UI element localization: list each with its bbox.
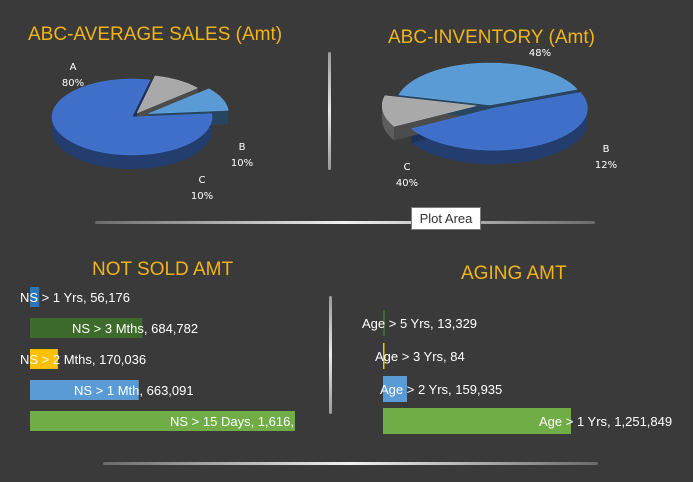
bar2-bar-3: [383, 408, 571, 434]
average-sales-title: ABC-AVERAGE SALES (Amt): [28, 24, 283, 45]
bar2-bar-1: [383, 343, 385, 369]
bar1-label-4: NS > 15 Days, 1,616,: [170, 414, 294, 429]
pie2-slice-a: [410, 92, 588, 151]
bar1-bar-4: [30, 411, 295, 431]
aging-title: AGING AMT: [461, 263, 567, 284]
inventory-pie-chart: A48%B12%C40%: [381, 48, 617, 189]
pie1-slice-a: [51, 78, 213, 156]
pie1-label-c: C: [199, 175, 206, 186]
pie2-percent-c: 40%: [396, 178, 418, 189]
not-sold-title: NOT SOLD AMT: [92, 259, 234, 280]
pie2-percent-a: 48%: [529, 48, 551, 59]
bar2-label-1: Age > 3 Yrs, 84: [375, 349, 465, 364]
plot-area-tooltip: Plot Area: [411, 207, 481, 230]
bar2-label-3: Age > 1 Yrs, 1,251,849: [539, 414, 672, 429]
bar1-bar-1: [30, 318, 143, 338]
pie1-percent-a: 80%: [62, 78, 84, 89]
bar2-bar-0: [383, 310, 386, 336]
bar1-bar-2: [30, 349, 58, 369]
bar1-label-3: NS > 1 Mth, 663,091: [74, 383, 194, 398]
pie1-label-a: A: [70, 62, 77, 73]
bar1-label-1: NS > 3 Mths, 684,782: [72, 321, 198, 336]
average-sales-pie-chart: A 80% B 10% C 10%: [51, 62, 253, 202]
bar2-bar-2: [383, 376, 408, 402]
pie2-slice-c: [398, 62, 578, 106]
pie2-slice-b: [381, 95, 477, 127]
pie2-percent-b: 12%: [595, 160, 617, 171]
pie1-label-b: B: [239, 142, 246, 153]
bar1-bar-0: [30, 287, 40, 307]
pie1-slice-b: [136, 75, 199, 114]
bar1-label-2: NS > 2 Mths, 170,036: [20, 352, 146, 367]
divider-top-vertical: [328, 52, 331, 170]
not-sold-bar-chart: NS > 1 Yrs, 56,176 NS > 3 Mths, 684,782 NS…: [20, 287, 295, 431]
aging-bar-chart: Age > 5 Yrs, 13,329 Age > 3 Yrs, 84 Age > …: [362, 310, 672, 434]
bar2-label-2: Age > 2 Yrs, 159,935: [380, 382, 502, 397]
pie1-percent-c: 10%: [191, 191, 213, 202]
bar1-label-0: NS > 1 Yrs, 56,176: [20, 290, 130, 305]
divider-bottom-horizontal: [103, 462, 598, 465]
pie1-percent-b: 10%: [231, 158, 253, 169]
pie1-slice-c: [148, 88, 229, 114]
divider-bottom-vertical: [329, 296, 332, 414]
pie2-label-b: B: [603, 144, 610, 155]
divider-middle-horizontal: [95, 221, 595, 224]
pie2-label-c: C: [404, 162, 411, 173]
bar2-label-0: Age > 5 Yrs, 13,329: [362, 316, 477, 331]
inventory-title: ABC-INVENTORY (Amt): [388, 27, 595, 48]
bar1-bar-3: [30, 380, 139, 400]
